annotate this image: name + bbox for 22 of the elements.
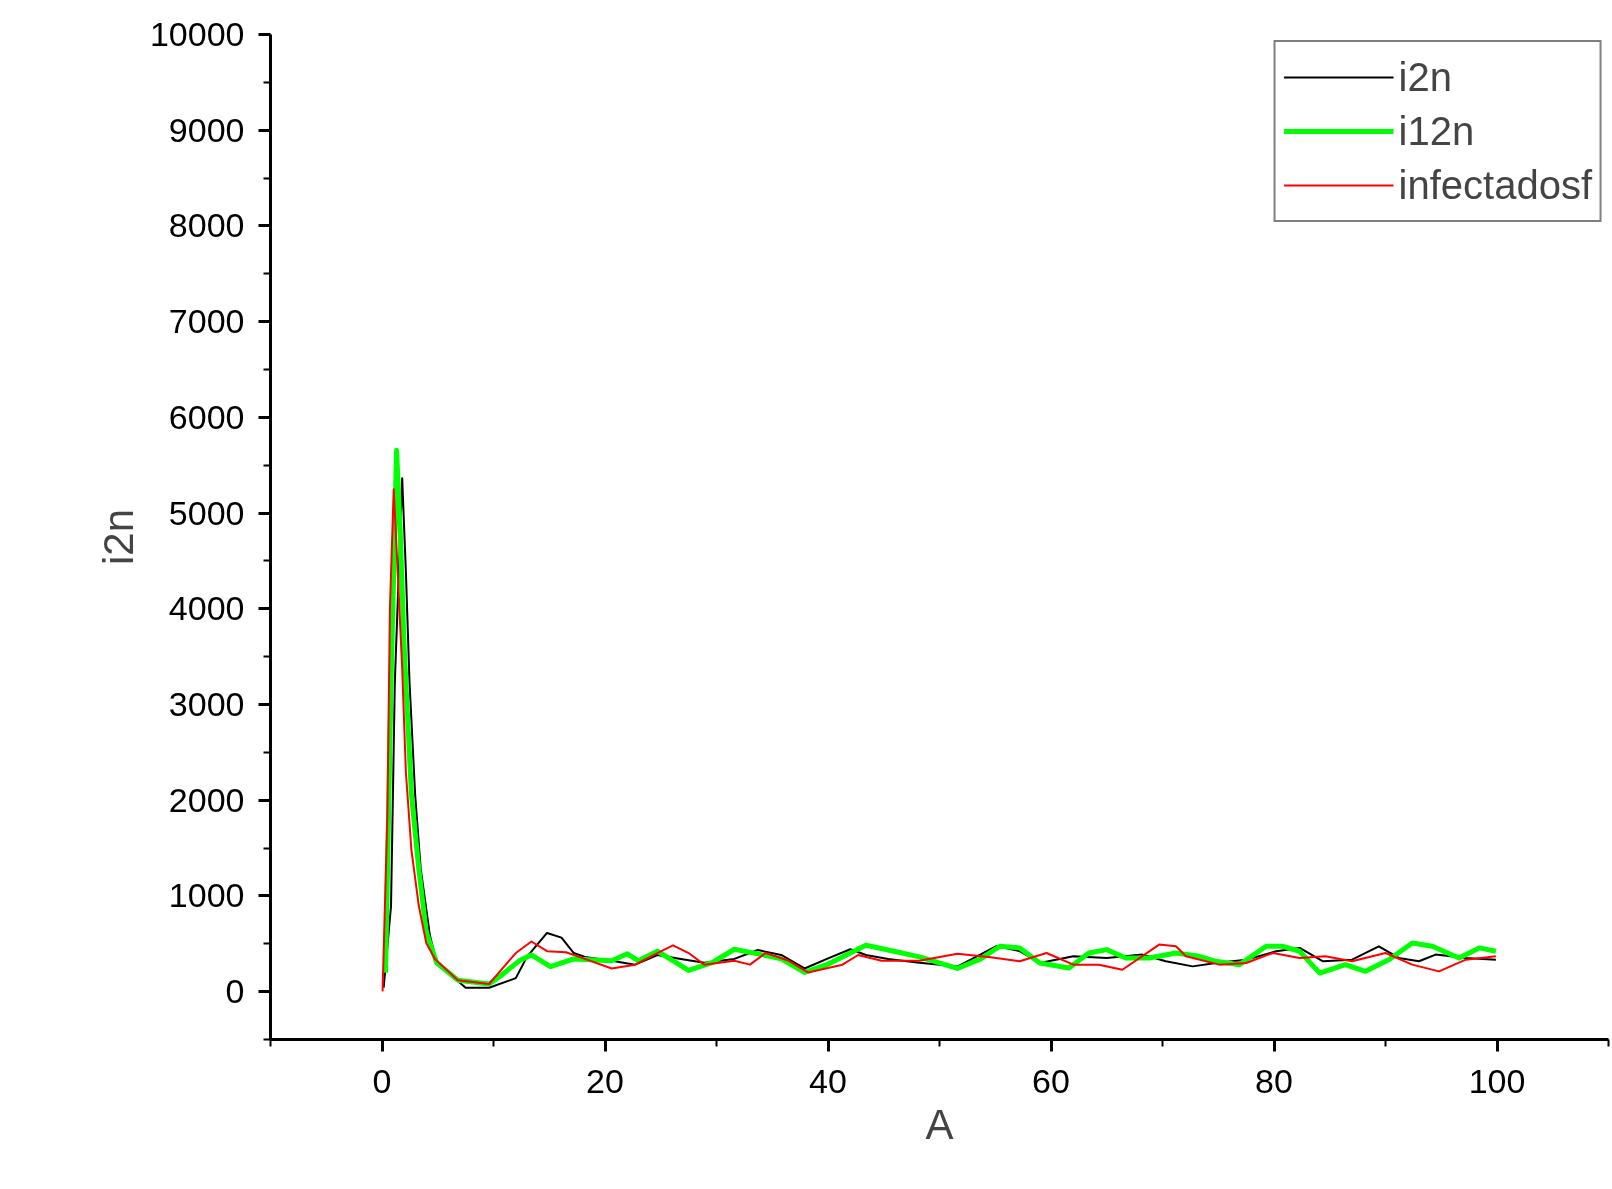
x-tick-label: 0: [372, 1061, 392, 1100]
y-tick-label: 4000: [168, 589, 245, 628]
legend-label: i2n: [1398, 53, 1452, 101]
x-tick-label: 40: [809, 1061, 847, 1100]
x-axis-title: A: [925, 1100, 954, 1148]
x-tick-label: 20: [586, 1061, 624, 1100]
legend-label: infectadosf: [1398, 161, 1592, 209]
y-tick-label: 5000: [168, 493, 245, 532]
x-tick-label: 80: [1255, 1061, 1293, 1100]
y-tick-label: 0: [225, 972, 245, 1011]
y-tick-label: 10000: [149, 15, 245, 53]
x-tick-label: 60: [1032, 1061, 1070, 1100]
y-tick-label: 9000: [168, 110, 245, 149]
y-tick-label: 3000: [168, 685, 245, 723]
y-tick-label: 2000: [168, 780, 245, 819]
y-tick-label: 6000: [168, 397, 245, 436]
y-axis-title: i2n: [94, 508, 142, 566]
legend-label: i12n: [1398, 107, 1475, 155]
y-tick-label: 8000: [168, 206, 245, 245]
x-tick-label: 100: [1468, 1061, 1526, 1100]
y-tick-label: 1000: [168, 876, 245, 915]
y-tick-label: 7000: [168, 302, 245, 341]
